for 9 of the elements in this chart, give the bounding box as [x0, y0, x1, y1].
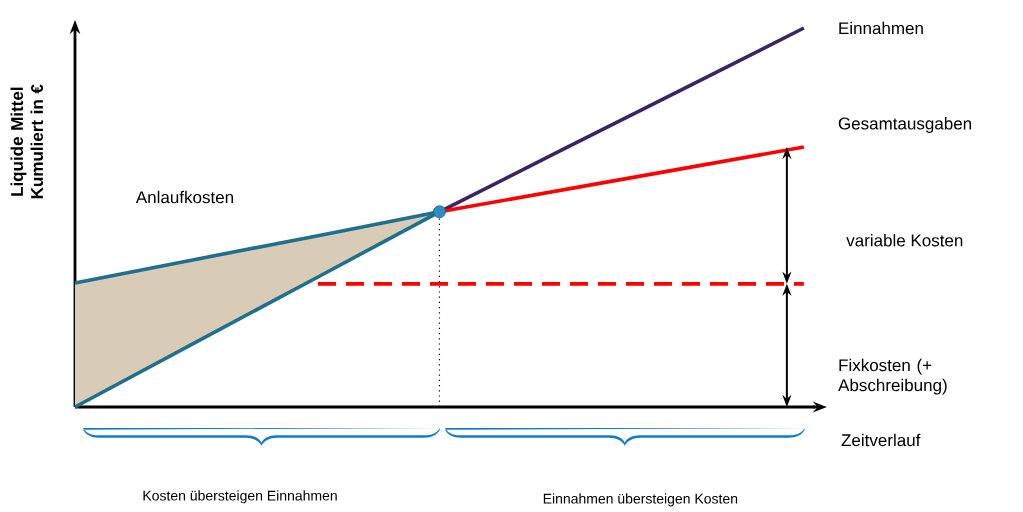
- text: Einnahmen übersteigen Kosten: [543, 493, 738, 507]
- text: Fixkosten (+ Abschreibung): [838, 358, 947, 395]
- text: Anlaufkosten: [135, 190, 233, 204]
- text: Gesamtausgaben: [838, 117, 972, 133]
- x-axis-title: Zeitverlauf: [841, 433, 921, 447]
- text: Einnahmen: [839, 21, 923, 35]
- text: Kosten übersteigen Einnahmen: [143, 490, 337, 504]
- text: variable Kosten: [846, 233, 963, 247]
- y-axis-title: Liquide Mittel Kumuliert in €: [10, 84, 44, 199]
